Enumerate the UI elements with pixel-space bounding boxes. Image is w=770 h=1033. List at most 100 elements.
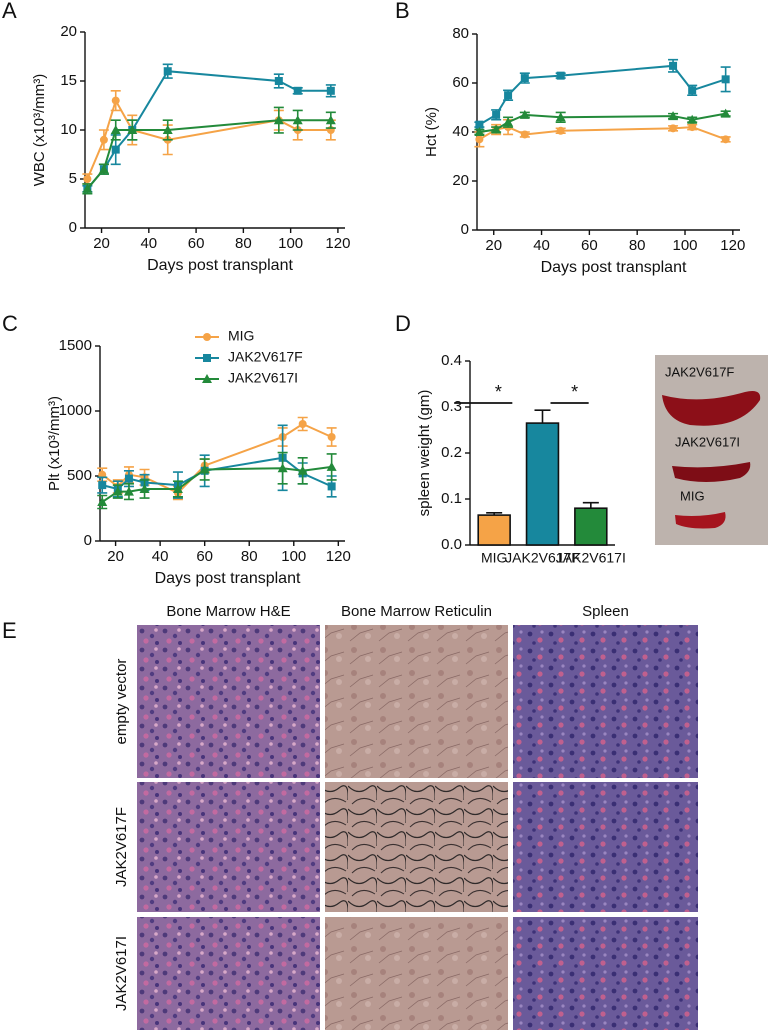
marker <box>556 71 565 80</box>
x-tick-label: 60 <box>196 548 213 565</box>
marker <box>199 464 210 474</box>
x-tick-label: JAK2V617I <box>556 550 626 566</box>
marker <box>98 481 107 490</box>
legend-marker <box>202 374 212 383</box>
marker <box>110 125 121 134</box>
marker <box>83 175 92 183</box>
micrograph <box>137 917 320 1030</box>
legend-label: JAK2V617F <box>228 349 303 365</box>
x-tick-label: 20 <box>107 548 124 565</box>
column-header: Bone Marrow H&E <box>166 603 290 620</box>
marker <box>292 115 303 125</box>
x-axis-label: Days post transplant <box>541 259 687 276</box>
y-tick-label: 40 <box>452 123 469 140</box>
marker <box>555 112 566 122</box>
series-line <box>101 456 333 491</box>
marker <box>520 130 529 139</box>
marker <box>325 115 336 125</box>
marker <box>124 474 133 483</box>
micrograph <box>513 782 698 912</box>
micrograph <box>325 625 508 778</box>
marker <box>474 127 485 136</box>
panel-label: A <box>2 0 17 23</box>
spleen <box>675 512 726 529</box>
marker <box>491 124 502 134</box>
marker <box>668 111 679 121</box>
series-line <box>101 465 332 503</box>
micrograph <box>137 625 320 778</box>
marker <box>163 67 172 76</box>
y-tick-label: 0.2 <box>441 444 462 461</box>
y-tick-label: 500 <box>67 467 92 484</box>
marker <box>688 123 697 132</box>
micrograph <box>513 917 698 1030</box>
y-tick-label: 1500 <box>59 337 92 354</box>
y-tick-label: 0 <box>84 532 92 549</box>
marker <box>475 135 484 144</box>
x-tick-label: 100 <box>281 548 306 565</box>
y-axis-label: spleen weight (gm) <box>416 390 433 517</box>
y-tick-label: 0 <box>69 219 77 236</box>
significance-mark: * <box>571 382 578 402</box>
y-tick-label: 5 <box>69 170 77 187</box>
marker <box>669 61 678 70</box>
marker <box>98 164 109 174</box>
legend-marker <box>203 333 211 341</box>
x-tick-label: 120 <box>325 235 350 252</box>
x-tick-label: 80 <box>241 548 258 565</box>
marker <box>298 420 307 428</box>
series-line <box>101 422 333 495</box>
bar <box>574 507 608 546</box>
micrograph <box>325 782 508 912</box>
panel-label: E <box>2 618 17 643</box>
micrograph <box>513 625 698 778</box>
marker <box>123 486 134 496</box>
marker <box>273 115 284 125</box>
marker <box>139 484 150 493</box>
row-label: JAK2V617F <box>113 807 130 887</box>
x-tick-label: 60 <box>581 237 598 254</box>
x-tick-label: 120 <box>720 237 745 254</box>
marker <box>492 110 501 119</box>
y-tick-label: 20 <box>452 172 469 189</box>
spleen <box>662 391 761 426</box>
panel-label: D <box>395 311 411 336</box>
photo-label: JAK2V617I <box>675 434 740 449</box>
x-tick-label: JAK2V617F <box>505 550 580 566</box>
marker <box>326 86 335 95</box>
bar <box>477 514 511 546</box>
marker <box>99 135 108 144</box>
marker <box>327 433 336 441</box>
y-tick-label: 80 <box>452 25 469 42</box>
error-bar <box>534 409 551 424</box>
marker <box>97 497 108 506</box>
x-tick-label: 100 <box>278 235 303 252</box>
marker <box>720 108 731 118</box>
y-tick-label: 10 <box>60 121 77 138</box>
x-tick-label: 60 <box>188 235 205 252</box>
y-tick-label: 20 <box>60 23 77 40</box>
legend-label: JAK2V617I <box>228 370 298 386</box>
x-tick-label: 40 <box>140 235 157 252</box>
marker <box>297 465 308 475</box>
x-tick-label: 80 <box>629 237 646 254</box>
photo-background <box>655 355 768 545</box>
x-tick-label: 80 <box>235 235 252 252</box>
x-tick-label: 120 <box>326 548 351 565</box>
y-axis-label: WBC (x10³/mm³) <box>31 74 48 187</box>
panel-label: B <box>395 0 410 23</box>
marker <box>688 86 697 95</box>
y-tick-label: 0.4 <box>441 352 462 369</box>
micrograph <box>137 782 320 912</box>
x-tick-label: 100 <box>672 237 697 254</box>
marker <box>503 117 514 127</box>
x-tick-label: 40 <box>533 237 550 254</box>
x-tick-label: 40 <box>152 548 169 565</box>
column-header: Spleen <box>582 603 629 620</box>
marker <box>172 484 183 493</box>
significance-mark: * <box>495 382 502 402</box>
row-label: JAK2V617I <box>113 936 130 1011</box>
marker <box>293 86 302 95</box>
marker <box>326 461 337 471</box>
